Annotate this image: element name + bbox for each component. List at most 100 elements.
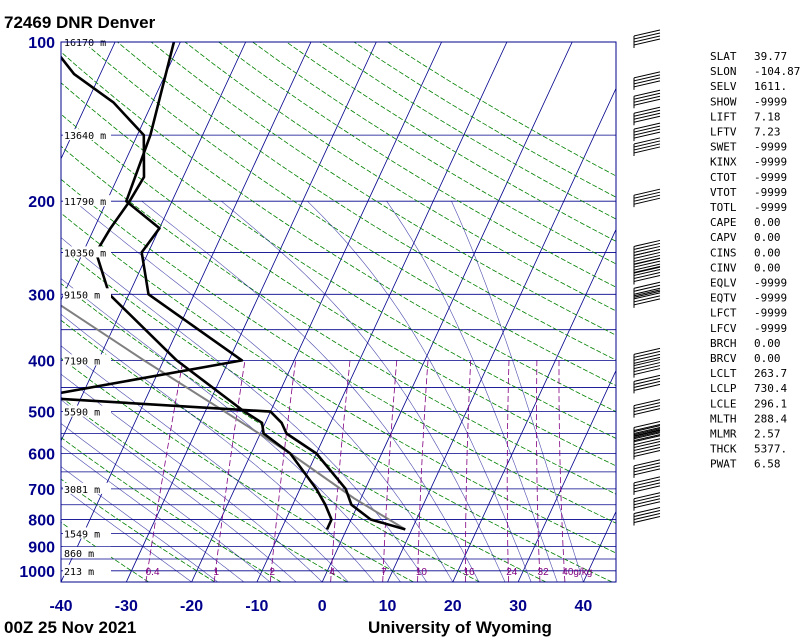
dry-adiabat [61, 436, 282, 582]
temperature-tick-label: 10 [379, 598, 397, 615]
footer-date: 00Z 25 Nov 2021 [4, 618, 136, 637]
height-label: 9150 m [64, 290, 100, 301]
mixing-ratio-line [465, 360, 472, 582]
index-value: 288.4 [754, 412, 787, 425]
wind-barb-flag [633, 443, 661, 451]
height-label-bg [63, 195, 111, 207]
wind-barb-flag [633, 402, 661, 410]
dry-adiabat [61, 357, 414, 582]
index-name: LCLT [710, 367, 737, 380]
moist-adiabat [61, 399, 297, 582]
moist-adiabat [61, 373, 323, 582]
index-value: 0.00 [754, 216, 781, 229]
height-label: 13640 m [64, 131, 106, 142]
wind-barb-flag [633, 353, 661, 361]
chart-title: 72469 DNR Denver [4, 13, 156, 32]
moist-adiabat [61, 278, 401, 582]
wind-barb-flag [633, 251, 661, 259]
dry-adiabat [150, 42, 616, 336]
dry-adiabat [117, 42, 616, 361]
height-label-bg [63, 546, 111, 558]
wind-barb-flag [633, 485, 661, 493]
index-value: -9999 [754, 277, 787, 290]
isotherm-line [61, 42, 247, 442]
isotherm-line [387, 87, 616, 582]
index-name: CTOT [710, 171, 737, 184]
wind-barb-flag [633, 239, 661, 247]
wind-barb-flag [633, 501, 661, 509]
wind-barb-flag [633, 188, 661, 196]
mixing-ratio-line [382, 360, 398, 582]
mixing-ratio-label: 24 [506, 567, 518, 578]
wind-barb-flag [633, 449, 661, 457]
parcel-path [61, 304, 406, 531]
wind-barb-flag [633, 368, 661, 376]
isotherm-line [61, 42, 181, 301]
wind-barb-flag [633, 191, 661, 199]
temperature-tick-label: 20 [444, 598, 462, 615]
wind-barb-flag [633, 194, 661, 202]
dry-adiabat [61, 319, 480, 582]
index-value: 0.00 [754, 246, 781, 259]
wind-barb-flag [633, 427, 661, 434]
wind-barb-flag [633, 109, 661, 117]
index-value: -9999 [754, 201, 787, 214]
index-name: BRCV [710, 352, 737, 365]
dry-adiabat [218, 42, 616, 288]
isotherm-line [61, 42, 312, 582]
index-value: 0.00 [754, 352, 781, 365]
index-value: 5377. [754, 443, 787, 456]
mixing-ratio-label: 0.4 [146, 567, 160, 578]
height-label: 860 m [64, 549, 94, 560]
wind-barb-flag [633, 260, 661, 268]
moist-adiabat [61, 445, 244, 582]
wind-barb-flag [633, 432, 661, 440]
wind-barb-flag [633, 513, 661, 521]
wind-barb-flag [633, 35, 661, 43]
index-value: -9999 [754, 292, 787, 305]
isotherm-line [191, 42, 442, 582]
dry-adiabat [61, 283, 547, 582]
mixing-ratio-label: 16 [463, 567, 475, 578]
wind-barb-flag [633, 80, 661, 88]
wind-barb-flag [633, 128, 661, 136]
wind-barb-flag [633, 516, 661, 524]
wind-barb-flag [633, 365, 661, 373]
wind-barb-flag [633, 495, 661, 503]
temperature-tick-label: -40 [49, 598, 72, 615]
dry-adiabat [61, 178, 616, 524]
mixing-ratio-label: 40g/kg [562, 567, 592, 578]
height-label-bg [63, 288, 111, 300]
index-name: PWAT [710, 458, 737, 471]
wind-barb-flag [633, 98, 661, 106]
wind-barb-flag [633, 38, 661, 46]
index-value: -9999 [754, 186, 787, 199]
wind-barb-flag [633, 266, 661, 274]
mixing-ratio-line [536, 360, 541, 582]
moist-adiabat [61, 345, 349, 582]
moist-adiabat [61, 423, 271, 582]
index-name: SLON [710, 65, 737, 78]
index-name: CAPE [710, 216, 737, 229]
wind-barb-flag [633, 359, 661, 367]
wind-barb-flag [633, 431, 661, 439]
pressure-tick-label: 700 [28, 482, 55, 499]
dry-adiabat [252, 42, 616, 265]
mixing-ratio-label: 4 [329, 567, 335, 578]
mixing-ratio-label: 2 [269, 567, 275, 578]
wind-barb-flag [633, 428, 661, 436]
pressure-axis: 100 200 300 400 500 600 700 800 900 1000 [19, 35, 55, 581]
wind-barb-flag [633, 106, 661, 114]
wind-barb-flag [633, 438, 661, 446]
moist-adiabat [74, 200, 454, 582]
mixing-ratio-label: 10 [416, 567, 428, 578]
moist-adiabat [61, 237, 427, 582]
index-name: SELV [710, 80, 737, 93]
height-label-bg [63, 527, 111, 539]
wind-barb-flag [633, 295, 661, 303]
dry-adiabat [61, 521, 149, 582]
index-value: 2.57 [754, 428, 781, 441]
wind-barb-flag [633, 465, 661, 473]
moist-adiabat [141, 200, 480, 582]
plot-frame [60, 41, 617, 583]
